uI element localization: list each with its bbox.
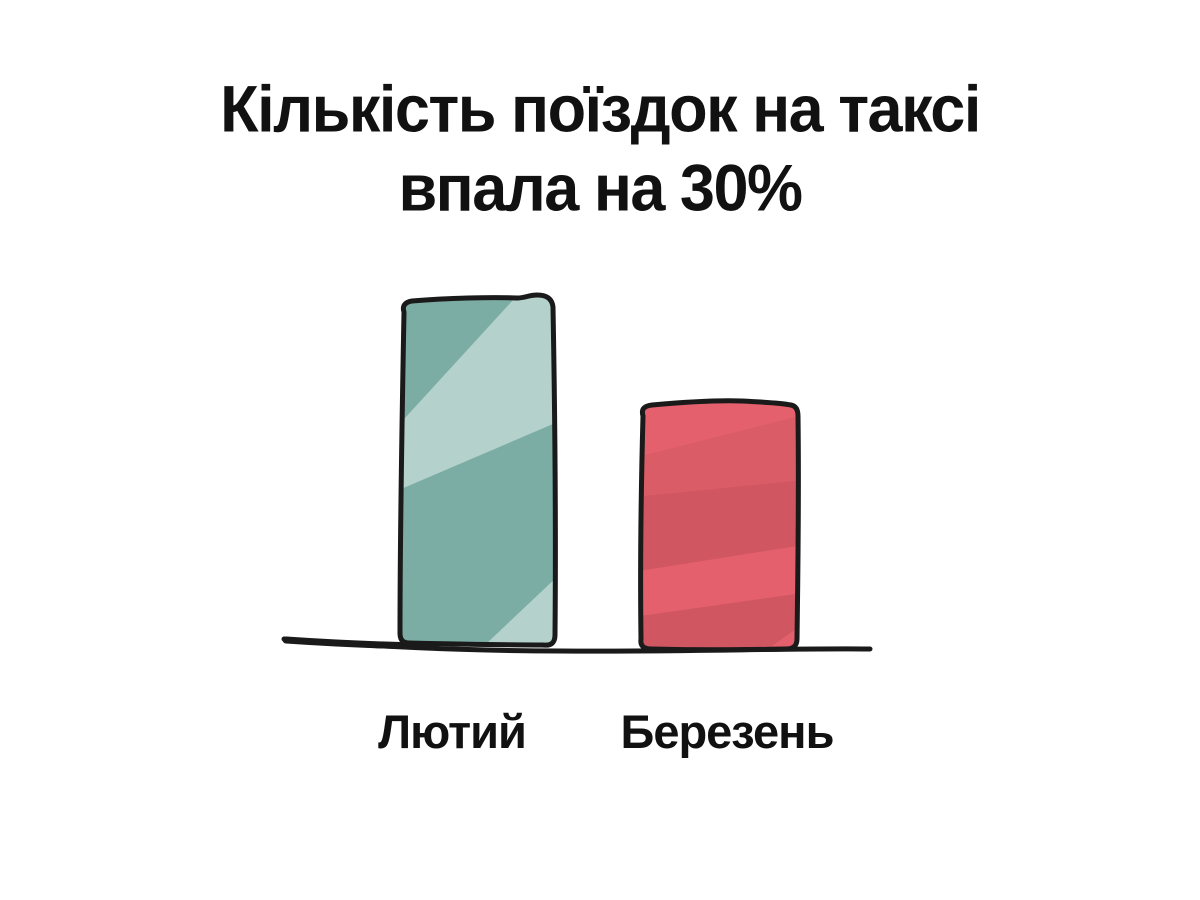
bar-march-stripes (640, 415, 799, 650)
axis-baseline-thick-segment (282, 636, 424, 650)
chart-title-line1: Кількість поїздок на таксі (220, 73, 981, 146)
x-axis-label-march: Березень (620, 705, 835, 758)
bar-february-stripes (400, 295, 556, 646)
bar-march-group (638, 398, 801, 653)
bar-february-outline (397, 292, 558, 648)
bar-chart-canvas (281, 292, 873, 654)
bar-february-group (397, 292, 558, 648)
bar-march-stripe-middle (640, 480, 799, 572)
bar-february-stripe-top (400, 295, 524, 430)
x-axis-label-february: Лютий (378, 705, 527, 758)
chart-title: Кількість поїздок на таксі впала на 30% (0, 70, 1200, 228)
bar-february-stripe-middle (400, 421, 556, 646)
chart-title-line2: впала на 30% (398, 152, 803, 225)
bar-march-outline (638, 398, 801, 653)
bar-march-stripe-soft (640, 415, 799, 497)
bar-march-stripe-bottom (640, 593, 799, 650)
